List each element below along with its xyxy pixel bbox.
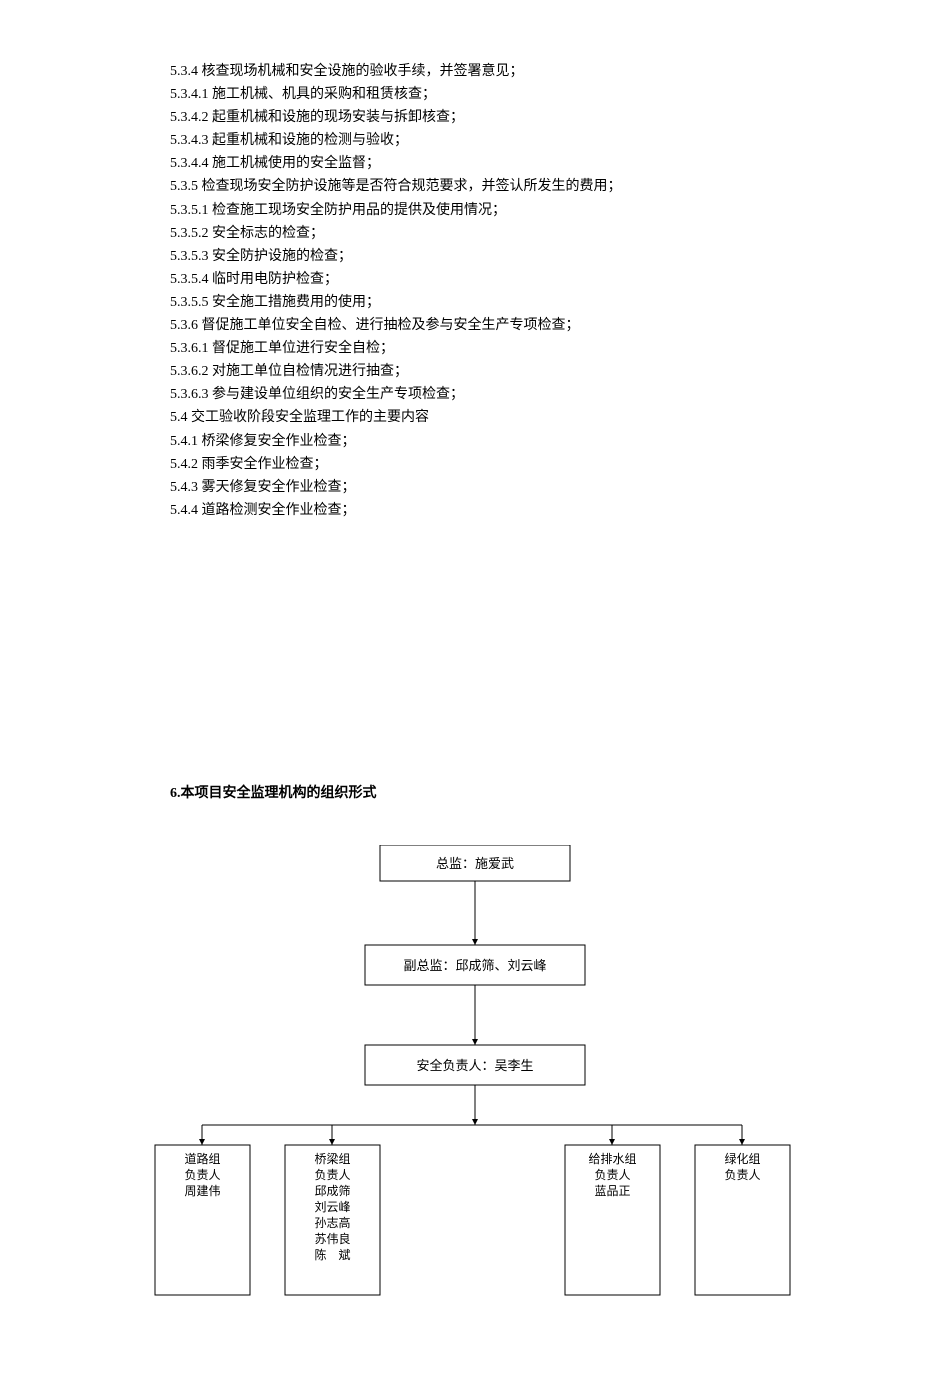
list-item: 5.3.4.3 起重机械和设施的检测与验收；: [170, 129, 780, 152]
list-item: 5.3.5 检查现场安全防护设施等是否符合规范要求，并签认所发生的费用；: [170, 175, 780, 198]
list-item: 5.3.5.2 安全标志的检查；: [170, 222, 780, 245]
svg-text:陈 斌: 陈 斌: [314, 1247, 350, 1262]
list-item: 5.3.6.3 参与建设单位组织的安全生产专项检查；: [170, 383, 780, 406]
list-item: 5.3.6.2 对施工单位自检情况进行抽查；: [170, 360, 780, 383]
list-item: 5.3.4.1 施工机械、机具的采购和租赁核查；: [170, 83, 780, 106]
list-item: 5.3.5.3 安全防护设施的检查；: [170, 245, 780, 268]
list-item: 5.3.5.1 检查施工现场安全防护用品的提供及使用情况；: [170, 199, 780, 222]
svg-text:负责人: 负责人: [314, 1168, 350, 1182]
svg-text:蓝品正: 蓝品正: [594, 1184, 630, 1198]
svg-text:副总监：邱成筛、刘云峰: 副总监：邱成筛、刘云峰: [403, 958, 546, 973]
list-item: 5.4.3 雾天修复安全作业检查；: [170, 476, 780, 499]
list-item: 5.3.4.2 起重机械和设施的现场安装与拆卸核查；: [170, 106, 780, 129]
svg-text:周建伟: 周建伟: [184, 1184, 220, 1198]
svg-text:负责人: 负责人: [184, 1168, 220, 1182]
org-chart: 总监：施爱武副总监：邱成筛、刘云峰安全负责人：吴李生道路组负责人周建伟 桥梁组负责…: [150, 845, 780, 1315]
svg-text:道路组: 道路组: [184, 1151, 220, 1166]
list-item: 5.4.1 桥梁修复安全作业检查；: [170, 430, 780, 453]
list-item: 5.4.2 雨季安全作业检查；: [170, 453, 780, 476]
svg-text:负责人: 负责人: [724, 1168, 760, 1182]
list-item: 5.3.4.4 施工机械使用的安全监督；: [170, 152, 780, 175]
svg-text:桥梁组: 桥梁组: [314, 1151, 350, 1166]
numbered-list: 5.3.4 核查现场机械和安全设施的验收手续，并签署意见；5.3.4.1 施工机…: [170, 60, 780, 522]
svg-text:苏伟良: 苏伟良: [314, 1231, 350, 1246]
list-item: 5.4.4 道路检测安全作业检查；: [170, 499, 780, 522]
svg-text:刘云峰: 刘云峰: [314, 1200, 350, 1214]
svg-text:总监：施爱武: 总监：施爱武: [436, 856, 514, 871]
list-item: 5.3.4 核查现场机械和安全设施的验收手续，并签署意见；: [170, 60, 780, 83]
list-item: 5.4 交工验收阶段安全监理工作的主要内容: [170, 406, 780, 429]
svg-text:绿化组: 绿化组: [724, 1151, 760, 1166]
section-6-title: 6.本项目安全监理机构的组织形式: [170, 782, 780, 805]
svg-text:给排水组: 给排水组: [588, 1152, 636, 1166]
svg-text:安全负责人：吴李生: 安全负责人：吴李生: [416, 1058, 533, 1073]
svg-text:孙志高: 孙志高: [314, 1215, 350, 1230]
list-item: 5.3.6.1 督促施工单位进行安全自检；: [170, 337, 780, 360]
list-item: 5.3.5.5 安全施工措施费用的使用；: [170, 291, 780, 314]
svg-text:负责人: 负责人: [594, 1168, 630, 1182]
svg-text:邱成筛: 邱成筛: [314, 1183, 350, 1198]
list-item: 5.3.6 督促施工单位安全自检、进行抽检及参与安全生产专项检查；: [170, 314, 780, 337]
list-item: 5.3.5.4 临时用电防护检查；: [170, 268, 780, 291]
